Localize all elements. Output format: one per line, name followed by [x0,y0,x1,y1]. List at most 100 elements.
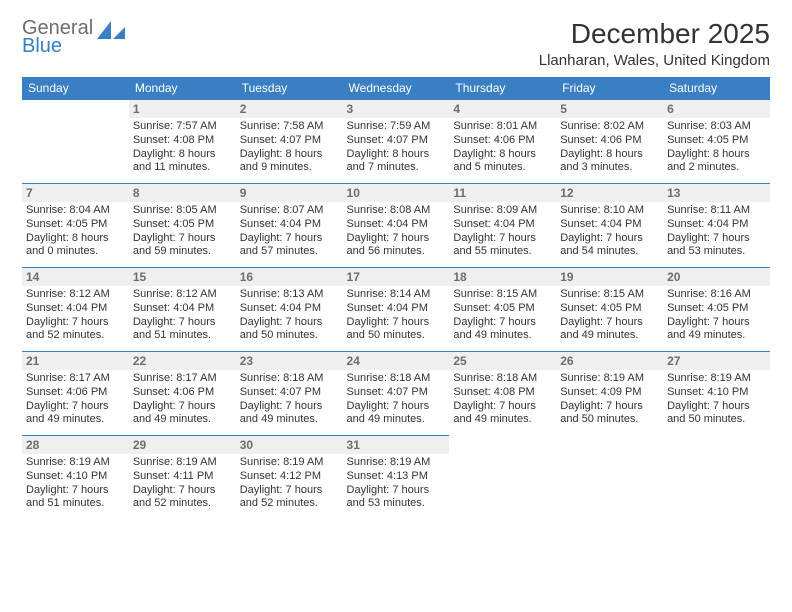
day-number: 3 [343,100,450,118]
calendar-cell: 28 Sunrise: 8:19 AMSunset: 4:10 PMDayligh… [22,436,129,520]
calendar-cell: 24 Sunrise: 8:18 AMSunset: 4:07 PMDayligh… [343,352,450,436]
day-details: Sunrise: 7:58 AMSunset: 4:07 PMDaylight:… [240,120,339,175]
calendar-cell [449,436,556,520]
day-number: 17 [343,268,450,286]
day-details: Sunrise: 8:19 AMSunset: 4:11 PMDaylight:… [133,456,232,511]
day-number: 19 [556,268,663,286]
day-details: Sunrise: 8:12 AMSunset: 4:04 PMDaylight:… [26,288,125,343]
calendar-cell: 18 Sunrise: 8:15 AMSunset: 4:05 PMDayligh… [449,268,556,352]
day-header: Friday [556,77,663,100]
day-details: Sunrise: 8:15 AMSunset: 4:05 PMDaylight:… [560,288,659,343]
calendar-cell: 23 Sunrise: 8:18 AMSunset: 4:07 PMDayligh… [236,352,343,436]
logo-text: General Blue [22,18,93,56]
header: General Blue December 2025 Llanharan, Wa… [22,18,770,69]
day-details: Sunrise: 8:17 AMSunset: 4:06 PMDaylight:… [133,372,232,427]
day-details: Sunrise: 8:19 AMSunset: 4:10 PMDaylight:… [26,456,125,511]
calendar-cell: 5Sunrise: 8:02 AMSunset: 4:06 PMDaylight… [556,100,663,184]
day-number: 28 [22,436,129,454]
calendar-cell: 11Sunrise: 8:09 AMSunset: 4:04 PMDayligh… [449,184,556,268]
day-number: 18 [449,268,556,286]
day-number: 2 [236,100,343,118]
calendar-cell: 3 Sunrise: 7:59 AMSunset: 4:07 PMDaylight… [343,100,450,184]
calendar-row: 28 Sunrise: 8:19 AMSunset: 4:10 PMDayligh… [22,436,770,520]
day-details: Sunrise: 8:19 AMSunset: 4:09 PMDaylight:… [560,372,659,427]
day-number: 23 [236,352,343,370]
location-text: Llanharan, Wales, United Kingdom [539,52,770,69]
title-block: December 2025 Llanharan, Wales, United K… [539,18,770,69]
calendar-cell: 25 Sunrise: 8:18 AMSunset: 4:08 PMDayligh… [449,352,556,436]
day-number: 15 [129,268,236,286]
calendar-table: Sunday Monday Tuesday Wednesday Thursday… [22,77,770,520]
day-details: Sunrise: 8:10 AMSunset: 4:04 PMDaylight:… [560,204,659,259]
day-details: Sunrise: 8:08 AMSunset: 4:04 PMDaylight:… [347,204,446,259]
day-number: 5 [556,100,663,118]
calendar-cell: 29Sunrise: 8:19 AMSunset: 4:11 PMDayligh… [129,436,236,520]
calendar-cell [556,436,663,520]
calendar-cell: 16Sunrise: 8:13 AMSunset: 4:04 PMDayligh… [236,268,343,352]
calendar-cell: 15Sunrise: 8:12 AMSunset: 4:04 PMDayligh… [129,268,236,352]
calendar-cell: 6Sunrise: 8:03 AMSunset: 4:05 PMDaylight… [663,100,770,184]
calendar-cell [663,436,770,520]
day-number: 25 [449,352,556,370]
logo: General Blue [22,18,127,56]
day-number: 4 [449,100,556,118]
day-details: Sunrise: 8:11 AMSunset: 4:04 PMDaylight:… [667,204,766,259]
day-details: Sunrise: 7:59 AMSunset: 4:07 PMDaylight:… [347,120,446,175]
calendar-cell: 13 Sunrise: 8:11 AMSunset: 4:04 PMDayligh… [663,184,770,268]
day-number: 22 [129,352,236,370]
calendar-cell: 17 Sunrise: 8:14 AMSunset: 4:04 PMDayligh… [343,268,450,352]
calendar-cell: 27 Sunrise: 8:19 AMSunset: 4:10 PMDayligh… [663,352,770,436]
day-details: Sunrise: 8:09 AMSunset: 4:04 PMDaylight:… [453,204,552,259]
day-number: 30 [236,436,343,454]
day-number: 20 [663,268,770,286]
calendar-cell: 10 Sunrise: 8:08 AMSunset: 4:04 PMDayligh… [343,184,450,268]
calendar-cell: 30 Sunrise: 8:19 AMSunset: 4:12 PMDayligh… [236,436,343,520]
calendar-body: 1 Sunrise: 7:57 AMSunset: 4:08 PMDaylight… [22,100,770,520]
calendar-cell: 8Sunrise: 8:05 AMSunset: 4:05 PMDaylight… [129,184,236,268]
day-details: Sunrise: 8:15 AMSunset: 4:05 PMDaylight:… [453,288,552,343]
day-number: 10 [343,184,450,202]
day-header: Monday [129,77,236,100]
day-details: Sunrise: 8:19 AMSunset: 4:10 PMDaylight:… [667,372,766,427]
calendar-cell: 1 Sunrise: 7:57 AMSunset: 4:08 PMDaylight… [129,100,236,184]
day-header: Saturday [663,77,770,100]
logo-sail-icon [97,21,127,43]
day-details: Sunrise: 7:57 AMSunset: 4:08 PMDaylight:… [133,120,232,175]
day-details: Sunrise: 8:16 AMSunset: 4:05 PMDaylight:… [667,288,766,343]
day-details: Sunrise: 8:19 AMSunset: 4:12 PMDaylight:… [240,456,339,511]
day-number: 7 [22,184,129,202]
day-details: Sunrise: 8:18 AMSunset: 4:08 PMDaylight:… [453,372,552,427]
day-details: Sunrise: 8:18 AMSunset: 4:07 PMDaylight:… [347,372,446,427]
day-number: 8 [129,184,236,202]
day-number: 1 [129,100,236,118]
day-details: Sunrise: 8:04 AMSunset: 4:05 PMDaylight:… [26,204,125,259]
day-header: Sunday [22,77,129,100]
day-number: 31 [343,436,450,454]
day-number: 26 [556,352,663,370]
calendar-row: 1 Sunrise: 7:57 AMSunset: 4:08 PMDaylight… [22,100,770,184]
calendar-cell: 21Sunrise: 8:17 AMSunset: 4:06 PMDayligh… [22,352,129,436]
day-details: Sunrise: 8:07 AMSunset: 4:04 PMDaylight:… [240,204,339,259]
calendar-cell: 22 Sunrise: 8:17 AMSunset: 4:06 PMDayligh… [129,352,236,436]
calendar-cell [22,100,129,184]
calendar-cell: 14 Sunrise: 8:12 AMSunset: 4:04 PMDayligh… [22,268,129,352]
calendar-cell: 20 Sunrise: 8:16 AMSunset: 4:05 PMDayligh… [663,268,770,352]
day-details: Sunrise: 8:14 AMSunset: 4:04 PMDaylight:… [347,288,446,343]
day-details: Sunrise: 8:18 AMSunset: 4:07 PMDaylight:… [240,372,339,427]
day-number: 16 [236,268,343,286]
calendar-row: 14 Sunrise: 8:12 AMSunset: 4:04 PMDayligh… [22,268,770,352]
day-number: 13 [663,184,770,202]
calendar-cell: 7 Sunrise: 8:04 AMSunset: 4:05 PMDaylight… [22,184,129,268]
day-number: 27 [663,352,770,370]
day-number: 24 [343,352,450,370]
calendar-cell: 19 Sunrise: 8:15 AMSunset: 4:05 PMDayligh… [556,268,663,352]
calendar-cell: 9Sunrise: 8:07 AMSunset: 4:04 PMDaylight… [236,184,343,268]
day-number: 12 [556,184,663,202]
calendar-cell: 26 Sunrise: 8:19 AMSunset: 4:09 PMDayligh… [556,352,663,436]
day-number: 14 [22,268,129,286]
calendar-cell: 31 Sunrise: 8:19 AMSunset: 4:13 PMDayligh… [343,436,450,520]
day-details: Sunrise: 8:19 AMSunset: 4:13 PMDaylight:… [347,456,446,511]
calendar-cell: 4Sunrise: 8:01 AMSunset: 4:06 PMDaylight… [449,100,556,184]
calendar-row: 21Sunrise: 8:17 AMSunset: 4:06 PMDayligh… [22,352,770,436]
day-number: 6 [663,100,770,118]
